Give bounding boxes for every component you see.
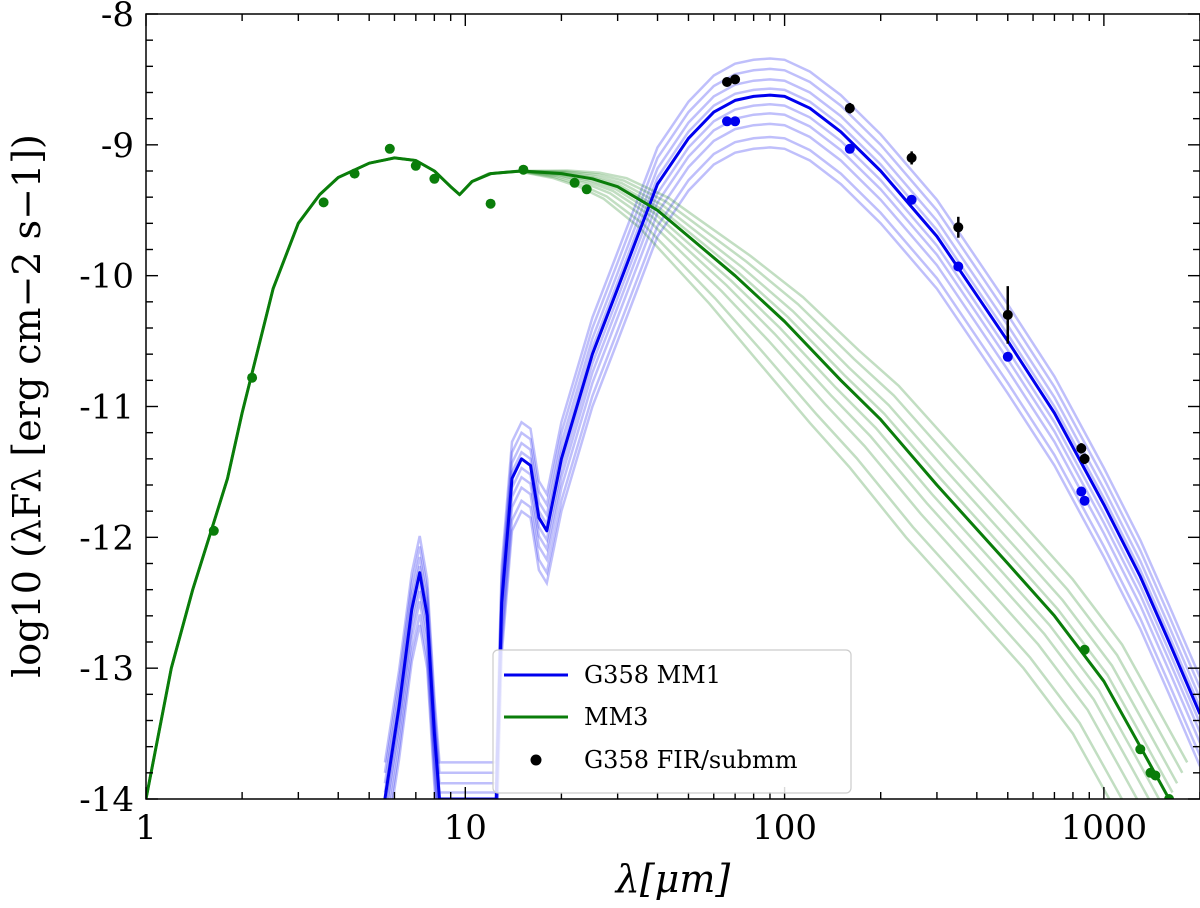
data-point-2-1 bbox=[730, 74, 741, 85]
model-curve-mm1-0 bbox=[390, 135, 1200, 799]
data-point-2-5 bbox=[1002, 309, 1013, 320]
data-point-2-3 bbox=[906, 152, 917, 163]
legend-label-mm3: MM3 bbox=[584, 703, 648, 731]
model-curve-mm1-7 bbox=[383, 57, 1200, 764]
y-tick-label: -12 bbox=[79, 518, 134, 558]
x-tick-label: 10 bbox=[444, 808, 487, 848]
data-point-3-2 bbox=[844, 143, 855, 154]
model-curve-mm1-6 bbox=[383, 67, 1200, 775]
x-tick-label: 1000 bbox=[1061, 808, 1148, 848]
data-point-2-2 bbox=[844, 103, 855, 114]
model-curve-mm1-1 bbox=[388, 122, 1200, 799]
data-point-2-4 bbox=[953, 222, 964, 233]
y-axis-title: log10 (λFλ [erg cm−2 s−1]) bbox=[5, 134, 49, 678]
data-point-4-9 bbox=[569, 177, 580, 188]
data-point-4-12 bbox=[1135, 744, 1146, 755]
series-line-mm3 bbox=[146, 156, 1171, 799]
x-tick-label: 100 bbox=[752, 808, 817, 848]
legend-box bbox=[492, 649, 852, 794]
legend: G358 MM1 MM3 G358 FIR/submm bbox=[492, 649, 852, 794]
data-point-4-0 bbox=[208, 525, 219, 536]
data-point-4-14 bbox=[1150, 770, 1161, 781]
data-point-3-4 bbox=[953, 261, 964, 272]
y-tick-label: -11 bbox=[79, 388, 134, 428]
axis-ticks-layer: 1 10 100 1000 -8 -9 -10 -11 -12 -13 -14 bbox=[79, 0, 1200, 848]
y-tick-label: -14 bbox=[79, 780, 134, 820]
data-point-2-0 bbox=[722, 77, 732, 87]
data-point-4-6 bbox=[429, 173, 440, 184]
data-point-4-7 bbox=[485, 198, 496, 209]
data-point-3-3 bbox=[906, 194, 917, 205]
data-points-layer bbox=[208, 74, 1175, 799]
data-point-3-0 bbox=[722, 116, 732, 127]
data-point-4-3 bbox=[349, 168, 360, 179]
x-axis-title: λ[μm] bbox=[614, 857, 731, 901]
data-point-2-7 bbox=[1079, 453, 1090, 464]
y-tick-label: -8 bbox=[101, 0, 134, 35]
data-point-4-4 bbox=[384, 143, 395, 154]
data-point-3-5 bbox=[1002, 351, 1013, 362]
data-point-3-7 bbox=[1079, 495, 1090, 506]
data-point-4-1 bbox=[247, 372, 258, 383]
data-point-4-11 bbox=[1079, 644, 1090, 655]
y-tick-label: -9 bbox=[101, 126, 134, 166]
data-point-4-2 bbox=[318, 197, 329, 208]
x-tick-label: 1 bbox=[135, 808, 157, 848]
data-point-2-6 bbox=[1076, 443, 1087, 454]
model-curve-mm1-8 bbox=[391, 146, 1200, 799]
data-point-4-5 bbox=[410, 160, 421, 171]
legend-label-fir: G358 FIR/submm bbox=[584, 746, 798, 774]
y-tick-label: -10 bbox=[79, 257, 134, 297]
legend-label-mm1: G358 MM1 bbox=[584, 661, 721, 689]
data-point-4-15 bbox=[1164, 794, 1175, 799]
data-point-3-6 bbox=[1076, 486, 1087, 497]
best-fit-lines-layer bbox=[146, 93, 1200, 799]
legend-marker-fir bbox=[530, 754, 542, 766]
data-point-4-8 bbox=[518, 164, 529, 175]
series-line-mm1 bbox=[383, 93, 1200, 799]
data-point-3-1 bbox=[730, 116, 741, 127]
data-point-4-10 bbox=[581, 184, 592, 195]
y-tick-label: -13 bbox=[79, 649, 134, 689]
